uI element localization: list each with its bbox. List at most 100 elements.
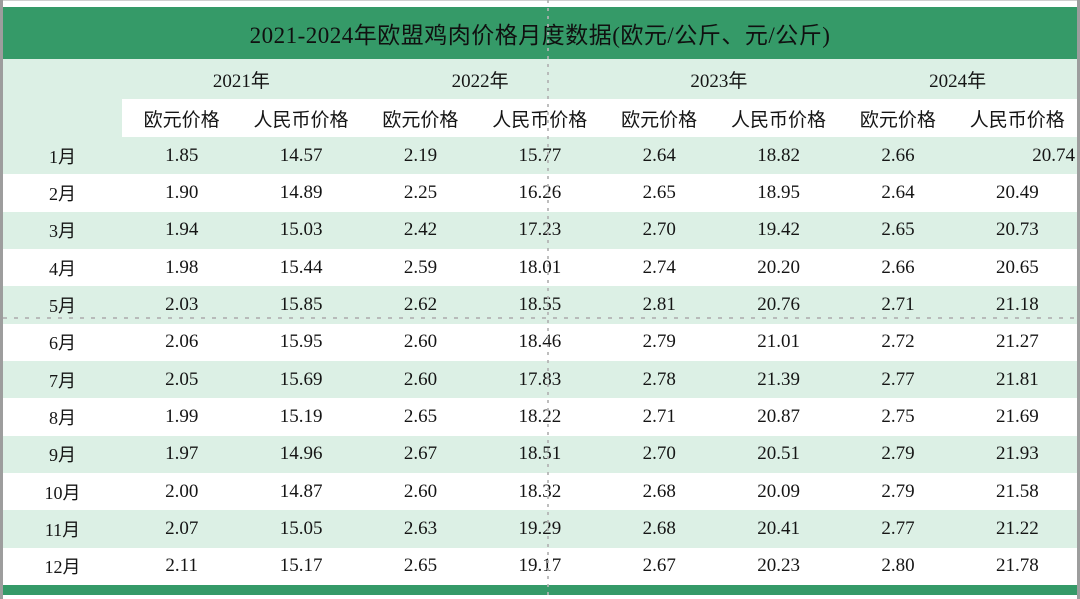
value-cell[interactable]: 21.39	[757, 368, 800, 390]
value-cell[interactable]: 2.19	[403, 144, 438, 166]
value-cell[interactable]: 2.79	[642, 331, 676, 353]
value-cell[interactable]: 2.60	[403, 368, 438, 390]
value-cell[interactable]: 18.22	[518, 405, 562, 427]
value-cell[interactable]: 14.89	[279, 181, 323, 203]
value-cell[interactable]: 20.65	[995, 256, 1039, 278]
value-cell[interactable]: 20.74	[1032, 144, 1075, 166]
value-cell[interactable]: 20.49	[995, 181, 1039, 203]
value-cell[interactable]: 18.55	[518, 293, 562, 315]
month-cell[interactable]: 3月	[49, 221, 76, 242]
month-cell[interactable]: 11月	[44, 519, 81, 540]
value-cell[interactable]: 1.90	[165, 181, 199, 203]
value-cell[interactable]: 14.57	[279, 144, 323, 166]
year-header-2024[interactable]: 2024年	[929, 70, 987, 92]
value-cell[interactable]: 18.46	[518, 331, 562, 353]
value-cell[interactable]: 18.82	[757, 144, 800, 166]
value-cell[interactable]: 20.23	[757, 555, 800, 577]
value-cell[interactable]: 17.83	[518, 368, 562, 390]
month-cell[interactable]: 8月	[49, 407, 76, 428]
month-cell[interactable]: 7月	[49, 370, 76, 391]
value-cell[interactable]: 15.03	[279, 219, 323, 241]
value-cell[interactable]: 2.66	[881, 256, 915, 278]
value-cell[interactable]: 2.70	[642, 219, 676, 241]
value-cell[interactable]: 21.58	[995, 480, 1039, 502]
year-header-2023[interactable]: 2023年	[690, 70, 748, 92]
value-cell[interactable]: 18.95	[757, 181, 800, 203]
subheader-cny-2024[interactable]: 人民币价格	[969, 109, 1065, 131]
value-cell[interactable]: 2.77	[881, 368, 915, 390]
value-cell[interactable]: 20.87	[757, 405, 800, 427]
value-cell[interactable]: 1.99	[165, 405, 199, 427]
value-cell[interactable]: 15.17	[279, 555, 323, 577]
value-cell[interactable]: 2.64	[881, 181, 915, 203]
value-cell[interactable]: 2.62	[403, 293, 438, 315]
value-cell[interactable]: 20.76	[757, 293, 800, 315]
value-cell[interactable]: 20.20	[757, 256, 800, 278]
subheader-eur-2023[interactable]: 欧元价格	[621, 109, 698, 131]
subheader-eur-2021[interactable]: 欧元价格	[143, 109, 220, 131]
value-cell[interactable]: 1.97	[165, 443, 199, 465]
value-cell[interactable]: 21.27	[995, 331, 1039, 353]
subheader-cny-2021[interactable]: 人民币价格	[253, 109, 349, 131]
month-cell[interactable]: 12月	[44, 557, 81, 578]
value-cell[interactable]: 19.17	[518, 555, 562, 577]
value-cell[interactable]: 21.18	[995, 293, 1039, 315]
value-cell[interactable]: 2.07	[165, 517, 199, 539]
value-cell[interactable]: 17.23	[518, 219, 562, 241]
value-cell[interactable]: 2.03	[165, 293, 199, 315]
month-cell[interactable]: 6月	[49, 333, 76, 354]
subheader-cny-2023[interactable]: 人民币价格	[731, 109, 827, 131]
value-cell[interactable]: 16.26	[518, 181, 562, 203]
month-column-subheader-spacer[interactable]	[3, 99, 122, 137]
value-cell[interactable]: 2.25	[403, 181, 438, 203]
month-cell[interactable]: 2月	[49, 183, 76, 204]
value-cell[interactable]: 2.74	[642, 256, 676, 278]
value-cell[interactable]: 21.69	[995, 405, 1039, 427]
value-cell[interactable]: 1.85	[165, 144, 199, 166]
value-cell[interactable]: 2.06	[165, 331, 199, 353]
value-cell[interactable]: 14.96	[279, 443, 323, 465]
value-cell[interactable]: 2.67	[403, 443, 438, 465]
value-cell[interactable]: 19.42	[757, 219, 800, 241]
value-cell[interactable]: 2.65	[403, 555, 438, 577]
month-cell[interactable]: 9月	[49, 445, 76, 466]
value-cell[interactable]: 2.60	[403, 480, 438, 502]
value-cell[interactable]: 2.67	[642, 555, 676, 577]
value-cell[interactable]: 2.63	[403, 517, 438, 539]
value-cell[interactable]: 2.72	[881, 331, 915, 353]
month-cell[interactable]: 10月	[44, 482, 81, 503]
value-cell[interactable]: 2.70	[642, 443, 676, 465]
value-cell[interactable]: 19.29	[518, 517, 562, 539]
value-cell[interactable]: 20.09	[757, 480, 800, 502]
value-cell[interactable]: 18.32	[518, 480, 562, 502]
value-cell[interactable]: 2.42	[403, 219, 438, 241]
subheader-eur-2022[interactable]: 欧元价格	[382, 109, 459, 131]
value-cell[interactable]: 21.78	[995, 555, 1039, 577]
value-cell[interactable]: 2.78	[642, 368, 676, 390]
value-cell[interactable]: 21.93	[995, 443, 1039, 465]
month-cell[interactable]: 5月	[49, 295, 76, 316]
value-cell[interactable]: 1.98	[165, 256, 199, 278]
value-cell[interactable]: 21.22	[995, 517, 1039, 539]
value-cell[interactable]: 20.51	[757, 443, 800, 465]
value-cell[interactable]: 1.94	[165, 219, 199, 241]
value-cell[interactable]: 15.85	[279, 293, 323, 315]
value-cell[interactable]: 2.68	[642, 480, 676, 502]
value-cell[interactable]: 20.73	[995, 219, 1039, 241]
value-cell[interactable]: 21.01	[757, 331, 800, 353]
value-cell[interactable]: 18.51	[518, 443, 562, 465]
value-cell[interactable]: 2.05	[165, 368, 199, 390]
value-cell[interactable]: 2.79	[881, 480, 915, 502]
value-cell[interactable]: 14.87	[279, 480, 323, 502]
year-header-2022[interactable]: 2022年	[451, 70, 509, 92]
value-cell[interactable]: 2.77	[881, 517, 915, 539]
value-cell[interactable]: 2.66	[881, 144, 915, 166]
value-cell[interactable]: 15.69	[279, 368, 323, 390]
subheader-cny-2022[interactable]: 人民币价格	[492, 109, 588, 131]
value-cell[interactable]: 15.77	[518, 144, 562, 166]
value-cell[interactable]: 2.11	[165, 555, 198, 577]
value-cell[interactable]: 2.81	[642, 293, 676, 315]
value-cell[interactable]: 2.60	[403, 331, 438, 353]
value-cell[interactable]: 2.79	[881, 443, 915, 465]
value-cell[interactable]: 2.65	[881, 219, 915, 241]
